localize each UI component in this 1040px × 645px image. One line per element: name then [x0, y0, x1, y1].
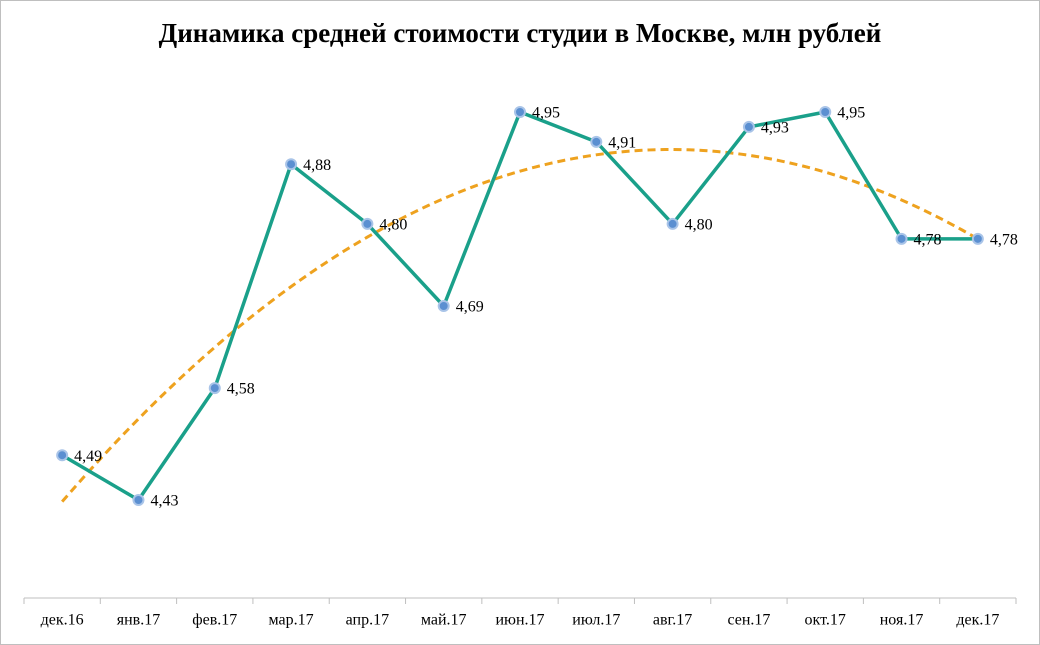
marker: [514, 106, 526, 118]
x-tick-label: янв.17: [117, 612, 160, 629]
x-tick-label: июн.17: [495, 612, 544, 629]
chart-title: Динамика средней стоимости студии в Моск…: [159, 18, 882, 48]
x-tick-label: май.17: [421, 612, 467, 629]
marker: [971, 232, 984, 245]
marker: [285, 158, 298, 171]
x-tick-label: окт.17: [805, 612, 846, 629]
marker: [666, 217, 679, 230]
marker: [895, 232, 908, 245]
data-label: 4,95: [532, 105, 560, 122]
x-tick-label: апр.17: [346, 612, 389, 629]
data-label: 4,91: [608, 135, 636, 152]
marker: [819, 106, 832, 118]
marker: [208, 382, 221, 395]
x-tick-label: июл.17: [572, 612, 620, 629]
marker: [56, 449, 69, 462]
data-label: 4,80: [379, 217, 407, 234]
data-label: 4,95: [837, 105, 865, 122]
marker: [590, 135, 603, 148]
data-label: 4,69: [456, 299, 484, 316]
x-tick-label: ноя.17: [880, 612, 924, 629]
trendline: [61, 148, 979, 503]
data-label: 4,78: [990, 232, 1018, 249]
marker: [361, 217, 374, 230]
data-label: 4,49: [74, 448, 102, 465]
data-label: 4,93: [761, 120, 789, 137]
x-tick-label: фев.17: [192, 612, 237, 629]
x-tick-label: авг.17: [653, 612, 692, 629]
data-label: 4,43: [150, 493, 178, 510]
x-tick-label: мар.17: [269, 612, 314, 629]
marker: [132, 494, 145, 506]
x-tick-label: дек.16: [41, 612, 84, 629]
x-tick-label: сен.17: [727, 612, 770, 629]
marker: [742, 120, 755, 133]
x-tick-label: дек.17: [956, 612, 999, 629]
data-label: 4,78: [914, 232, 942, 249]
data-label: 4,58: [227, 381, 255, 398]
data-label: 4,80: [685, 217, 713, 234]
data-label: 4,88: [303, 157, 331, 174]
marker: [437, 300, 450, 312]
